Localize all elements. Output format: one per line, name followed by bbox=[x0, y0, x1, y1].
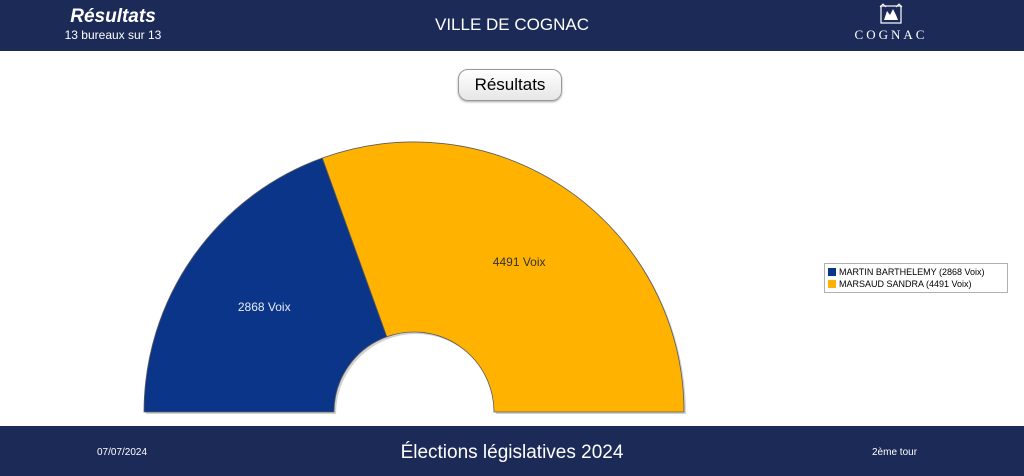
cognac-logo: COGNAC bbox=[838, 3, 944, 47]
legend-item-martin: MARTIN BARTHELEMY (2868 Voix) bbox=[828, 266, 1004, 278]
slice-marsaud[interactable] bbox=[321, 141, 685, 413]
coat-of-arms-icon bbox=[879, 3, 903, 24]
election-date: 07/07/2024 bbox=[97, 447, 148, 458]
slice-label-marsaud: 4491 Voix bbox=[493, 255, 546, 269]
logo-wordmark: COGNAC bbox=[854, 27, 928, 42]
legend-label-martin: MARTIN BARTHELEMY (2868 Voix) bbox=[839, 267, 985, 277]
results-title: Résultats bbox=[70, 6, 156, 27]
header-bar: Résultats 13 bureaux sur 13 VILLE DE COG… bbox=[0, 0, 1024, 51]
results-summary: Résultats 13 bureaux sur 13 bbox=[58, 6, 168, 42]
election-round: 2ème tour bbox=[872, 447, 918, 458]
slice-label-martin: 2868 Voix bbox=[238, 300, 291, 314]
city-name: VILLE DE COGNAC bbox=[435, 15, 589, 34]
footer-bar: 07/07/2024 Élections législatives 2024 2… bbox=[0, 426, 1024, 476]
legend-swatch-martin bbox=[828, 268, 836, 276]
legend-label-marsaud: MARSAUD SANDRA (4491 Voix) bbox=[839, 279, 972, 289]
election-name: Élections législatives 2024 bbox=[400, 442, 624, 463]
legend-swatch-marsaud bbox=[828, 280, 836, 288]
bureaux-count: 13 bureaux sur 13 bbox=[64, 28, 162, 42]
slice-martin[interactable] bbox=[143, 157, 388, 413]
chart-legend: MARTIN BARTHELEMY (2868 Voix) MARSAUD SA… bbox=[824, 263, 1008, 293]
results-title-button: Résultats bbox=[458, 69, 562, 101]
legend-item-marsaud: MARSAUD SANDRA (4491 Voix) bbox=[828, 278, 1004, 290]
